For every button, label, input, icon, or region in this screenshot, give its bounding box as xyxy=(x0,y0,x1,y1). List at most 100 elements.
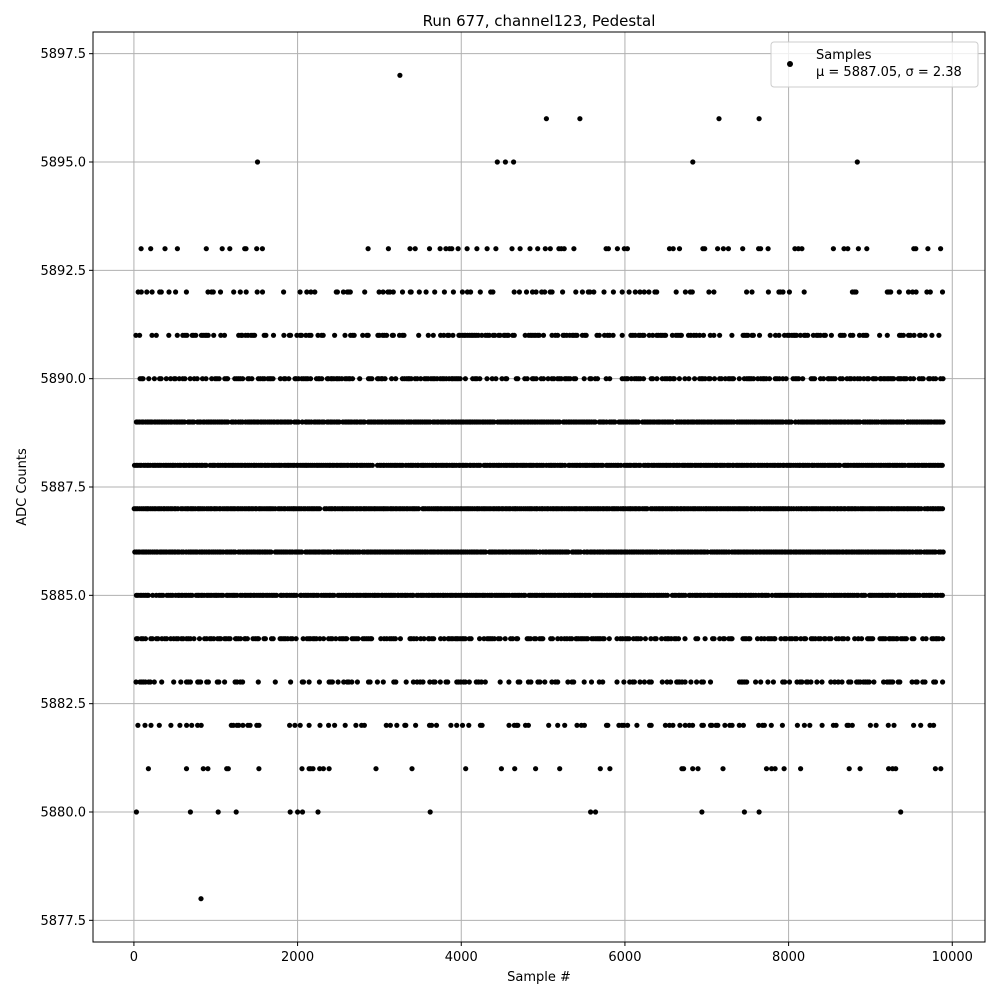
data-point xyxy=(571,246,577,252)
data-point xyxy=(700,332,707,338)
data-point xyxy=(721,636,728,642)
data-point xyxy=(671,376,677,382)
data-point xyxy=(277,376,283,382)
data-point xyxy=(747,636,753,642)
data-point xyxy=(533,766,539,772)
data-point xyxy=(365,246,371,252)
data-point xyxy=(499,376,505,382)
data-point xyxy=(317,506,323,512)
data-point xyxy=(772,766,778,772)
legend-label: Samples xyxy=(816,48,872,63)
data-point xyxy=(133,809,139,815)
data-point xyxy=(940,679,946,685)
x-axis-label: Sample # xyxy=(507,970,571,985)
data-point xyxy=(446,332,452,338)
data-point xyxy=(255,636,262,642)
data-point xyxy=(281,332,287,338)
data-point xyxy=(376,289,382,295)
data-point xyxy=(135,636,141,642)
data-point xyxy=(702,246,708,252)
data-point xyxy=(430,332,436,338)
data-point xyxy=(156,722,162,728)
data-point xyxy=(676,376,683,382)
legend-marker xyxy=(787,61,793,67)
data-point xyxy=(707,679,714,685)
data-point xyxy=(626,636,632,642)
data-point xyxy=(270,636,276,642)
data-point xyxy=(783,376,789,382)
data-point xyxy=(380,289,386,295)
data-point xyxy=(839,679,845,685)
data-point xyxy=(864,332,870,338)
data-point xyxy=(172,376,178,382)
data-point xyxy=(517,246,523,252)
data-point xyxy=(243,246,249,252)
data-point xyxy=(918,506,924,512)
data-point xyxy=(893,766,899,772)
data-point xyxy=(654,289,660,295)
data-point xyxy=(142,636,149,642)
data-point xyxy=(837,462,843,468)
data-point xyxy=(198,896,204,902)
data-point xyxy=(637,462,643,468)
data-point xyxy=(142,722,148,728)
data-point xyxy=(898,809,904,815)
data-point xyxy=(707,376,713,382)
data-point xyxy=(653,636,659,642)
data-point xyxy=(392,636,398,642)
data-point xyxy=(187,636,193,642)
data-point xyxy=(663,332,669,338)
data-point xyxy=(144,289,150,295)
data-point xyxy=(690,766,696,772)
data-point xyxy=(262,636,268,642)
data-point xyxy=(509,246,515,252)
data-point xyxy=(211,636,217,642)
data-point xyxy=(227,246,233,252)
data-point xyxy=(148,722,154,728)
data-point xyxy=(873,722,879,728)
data-point xyxy=(292,722,298,728)
data-point xyxy=(635,419,642,425)
data-point xyxy=(281,289,287,295)
data-point xyxy=(744,679,750,685)
data-point xyxy=(482,679,488,685)
data-point xyxy=(864,246,870,252)
data-point xyxy=(536,332,542,338)
data-point xyxy=(210,289,216,295)
data-point xyxy=(205,766,211,772)
data-point xyxy=(203,246,209,252)
data-point xyxy=(138,246,144,252)
data-point xyxy=(491,636,497,642)
data-point xyxy=(729,636,735,642)
data-point xyxy=(289,636,295,642)
data-point xyxy=(794,636,800,642)
data-point xyxy=(940,549,946,555)
data-point xyxy=(412,246,418,252)
data-point xyxy=(506,679,512,685)
data-point xyxy=(700,722,707,728)
data-point xyxy=(195,722,201,728)
data-point xyxy=(932,766,939,772)
data-point xyxy=(711,636,717,642)
data-point xyxy=(393,679,399,685)
data-point xyxy=(332,722,338,728)
data-point xyxy=(592,809,599,815)
data-point xyxy=(397,72,403,78)
data-point xyxy=(145,766,151,772)
data-point xyxy=(259,246,265,252)
data-point xyxy=(512,766,518,772)
data-point xyxy=(562,722,568,728)
data-point xyxy=(490,289,496,295)
data-point xyxy=(786,679,793,685)
data-point xyxy=(528,679,534,685)
data-point xyxy=(549,289,555,295)
data-point xyxy=(477,376,483,382)
data-point xyxy=(218,332,224,338)
data-point xyxy=(399,289,406,295)
data-point xyxy=(133,679,139,685)
data-point xyxy=(146,376,152,382)
legend-box xyxy=(770,41,979,88)
data-point xyxy=(673,289,679,295)
data-point xyxy=(896,289,902,295)
